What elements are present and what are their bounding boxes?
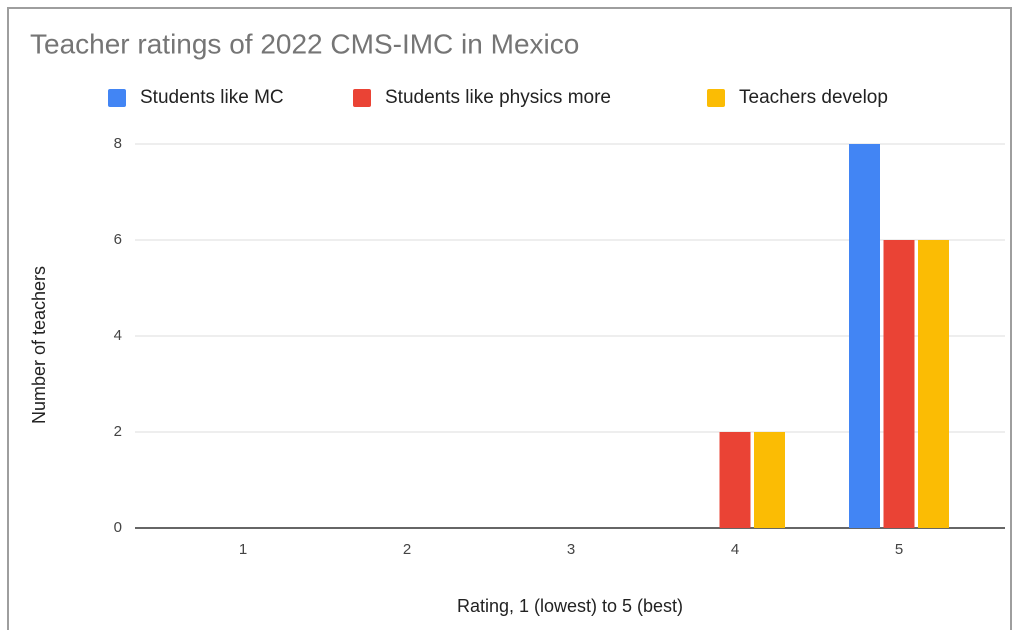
y-axis-label: Number of teachers (29, 266, 49, 424)
x-axis-label: Rating, 1 (lowest) to 5 (best) (457, 596, 683, 616)
bar (918, 240, 949, 528)
x-tick-label: 5 (895, 541, 903, 558)
legend-label: Students like MC (140, 87, 284, 108)
y-tick-label: 4 (114, 327, 122, 344)
chart-title: Teacher ratings of 2022 CMS-IMC in Mexic… (30, 28, 579, 59)
legend-swatch (353, 89, 371, 107)
x-tick-label: 4 (731, 541, 739, 558)
bar (883, 240, 915, 528)
x-tick-label: 2 (403, 541, 411, 558)
legend-label: Students like physics more (385, 87, 611, 108)
bar (754, 432, 785, 528)
legend-label: Teachers develop (739, 87, 888, 108)
y-tick-label: 2 (114, 423, 122, 440)
x-tick-label: 3 (567, 541, 575, 558)
bar (719, 432, 751, 528)
y-tick-label: 6 (114, 231, 122, 248)
y-tick-label: 8 (114, 135, 122, 152)
legend-swatch (108, 89, 126, 107)
chart-border (7, 7, 1012, 630)
x-tick-label: 1 (239, 541, 247, 558)
legend-swatch (707, 89, 725, 107)
y-tick-label: 0 (114, 519, 122, 536)
bar (849, 144, 880, 528)
